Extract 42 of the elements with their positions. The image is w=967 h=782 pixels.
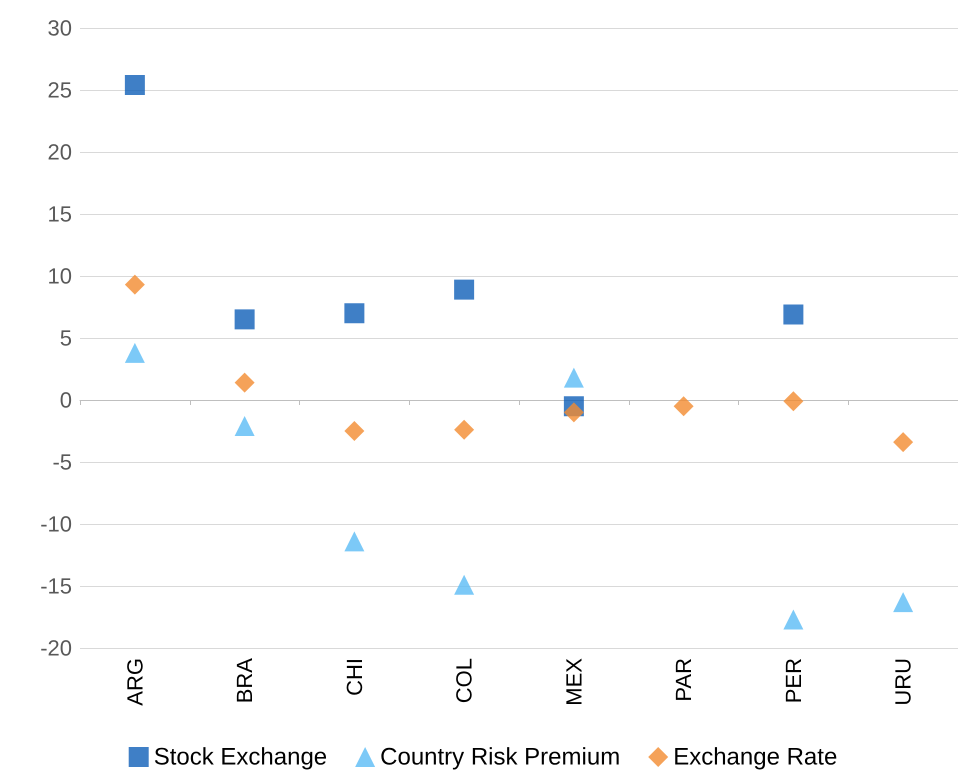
point	[344, 303, 364, 324]
point	[234, 416, 255, 436]
point	[454, 280, 474, 300]
x-tick-label: COL	[452, 658, 477, 704]
point	[783, 391, 804, 412]
y-tick-label: -10	[40, 512, 72, 536]
y-tick-label: 20	[48, 140, 72, 164]
point	[454, 420, 474, 440]
point	[783, 304, 804, 324]
y-tick-label: 15	[48, 202, 72, 226]
x-tick-label: PAR	[671, 658, 696, 702]
y-tick-label: 10	[48, 264, 72, 288]
point	[344, 421, 364, 441]
point	[454, 574, 474, 595]
y-tick-label: -5	[52, 450, 72, 474]
point	[124, 274, 145, 295]
legend-label: Exchange Rate	[673, 744, 838, 770]
point	[893, 432, 914, 452]
point	[124, 342, 145, 363]
point	[674, 396, 694, 416]
y-tick-label: 30	[48, 16, 72, 40]
y-tick-label: 0	[60, 388, 72, 412]
x-tick-label: BRA	[232, 658, 258, 704]
x-tick-label: PER	[780, 658, 806, 704]
point	[564, 368, 584, 388]
point	[344, 531, 364, 552]
point	[234, 309, 255, 330]
y-tick-label: -15	[40, 574, 72, 598]
point	[783, 609, 804, 630]
legend-label: Country Risk Premium	[380, 744, 620, 770]
x-tick-label: ARG	[122, 658, 148, 706]
point	[124, 75, 145, 96]
x-tick-label: URU	[890, 658, 916, 706]
point	[564, 402, 584, 422]
x-tick-label: MEX	[561, 658, 586, 706]
y-tick-label: 5	[60, 326, 72, 350]
point	[234, 372, 255, 393]
point	[893, 592, 914, 612]
y-tick-label: -20	[40, 636, 72, 660]
y-tick-label: 25	[48, 78, 72, 102]
x-tick-label: CHI	[342, 658, 367, 696]
legend-label: Stock Exchange	[154, 744, 328, 770]
